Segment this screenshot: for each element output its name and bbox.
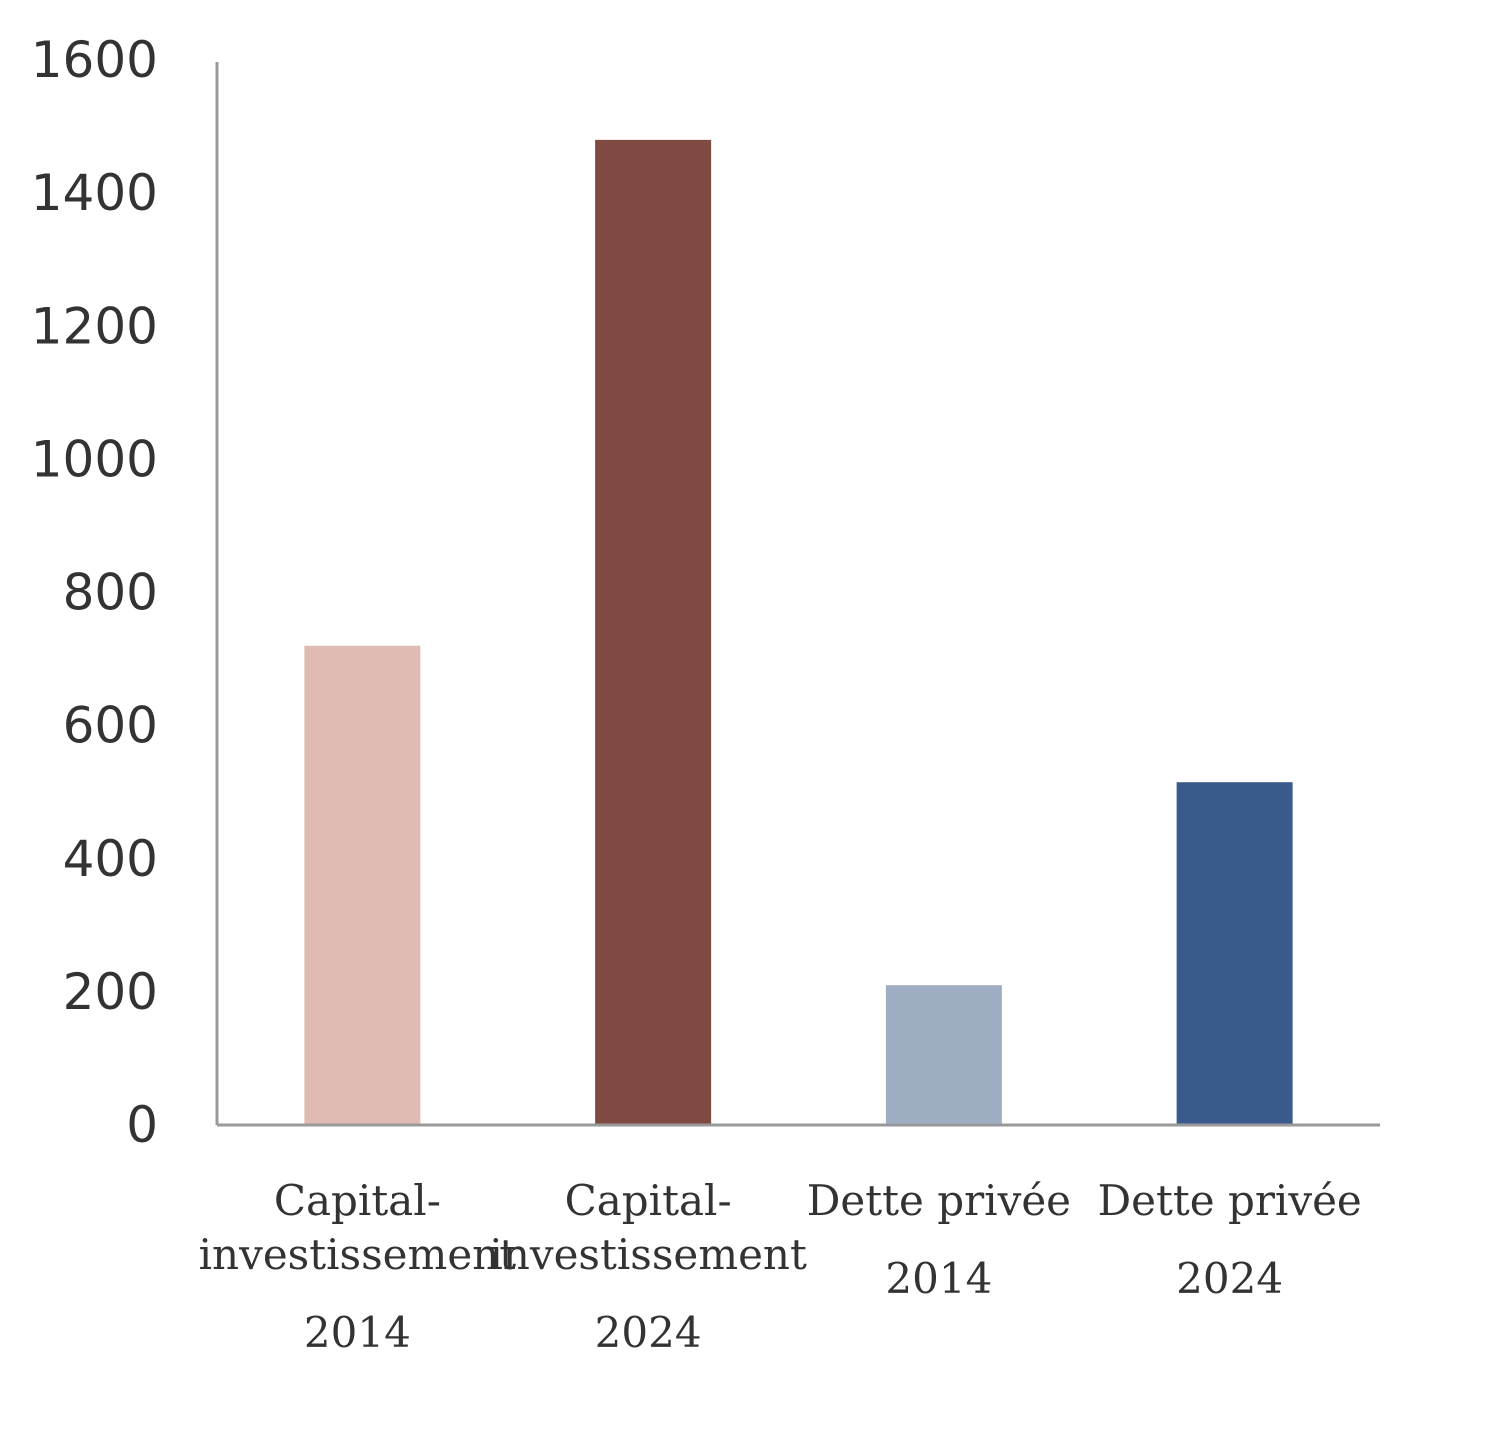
x-category-line: Dette privée	[1097, 1176, 1361, 1225]
x-category-line: Capital-	[274, 1176, 441, 1225]
bar	[1176, 782, 1293, 1125]
x-axis-category-labels: Capital-investissement2014Capital-invest…	[199, 1176, 1362, 1357]
y-tick-label: 1200	[31, 297, 158, 355]
x-category-label: Capital-investissement 2024	[489, 1176, 807, 1357]
x-category-label: Capital-investissement 2014	[199, 1176, 517, 1357]
bar	[885, 985, 1002, 1125]
x-category-line: investissement	[199, 1230, 517, 1279]
y-tick-label: 0	[126, 1096, 158, 1154]
y-tick-label: 1400	[31, 164, 158, 222]
y-tick-label: 400	[63, 830, 158, 888]
y-tick-label: 600	[63, 697, 158, 755]
y-tick-label: 200	[63, 963, 158, 1021]
x-category-line: Capital-	[565, 1176, 732, 1225]
y-tick-label: 1600	[31, 31, 158, 89]
y-tick-label: 1000	[31, 430, 158, 488]
x-category-line: Dette privée	[807, 1176, 1071, 1225]
bar	[304, 645, 421, 1125]
y-tick-label: 800	[63, 564, 158, 622]
x-category-year: 2024	[1176, 1254, 1283, 1303]
x-category-label: Dette privée 2014	[807, 1176, 1071, 1303]
bar	[595, 139, 712, 1125]
x-category-year: 2014	[304, 1308, 411, 1357]
x-category-year: 2014	[885, 1254, 992, 1303]
x-category-label: Dette privée 2024	[1097, 1176, 1361, 1303]
x-category-year: 2024	[595, 1308, 702, 1357]
y-axis-ticks: 0 200 400 600 800 1000 1200 1400 1600	[31, 31, 158, 1154]
x-category-line: investissement	[489, 1230, 807, 1279]
bars	[304, 139, 1293, 1125]
